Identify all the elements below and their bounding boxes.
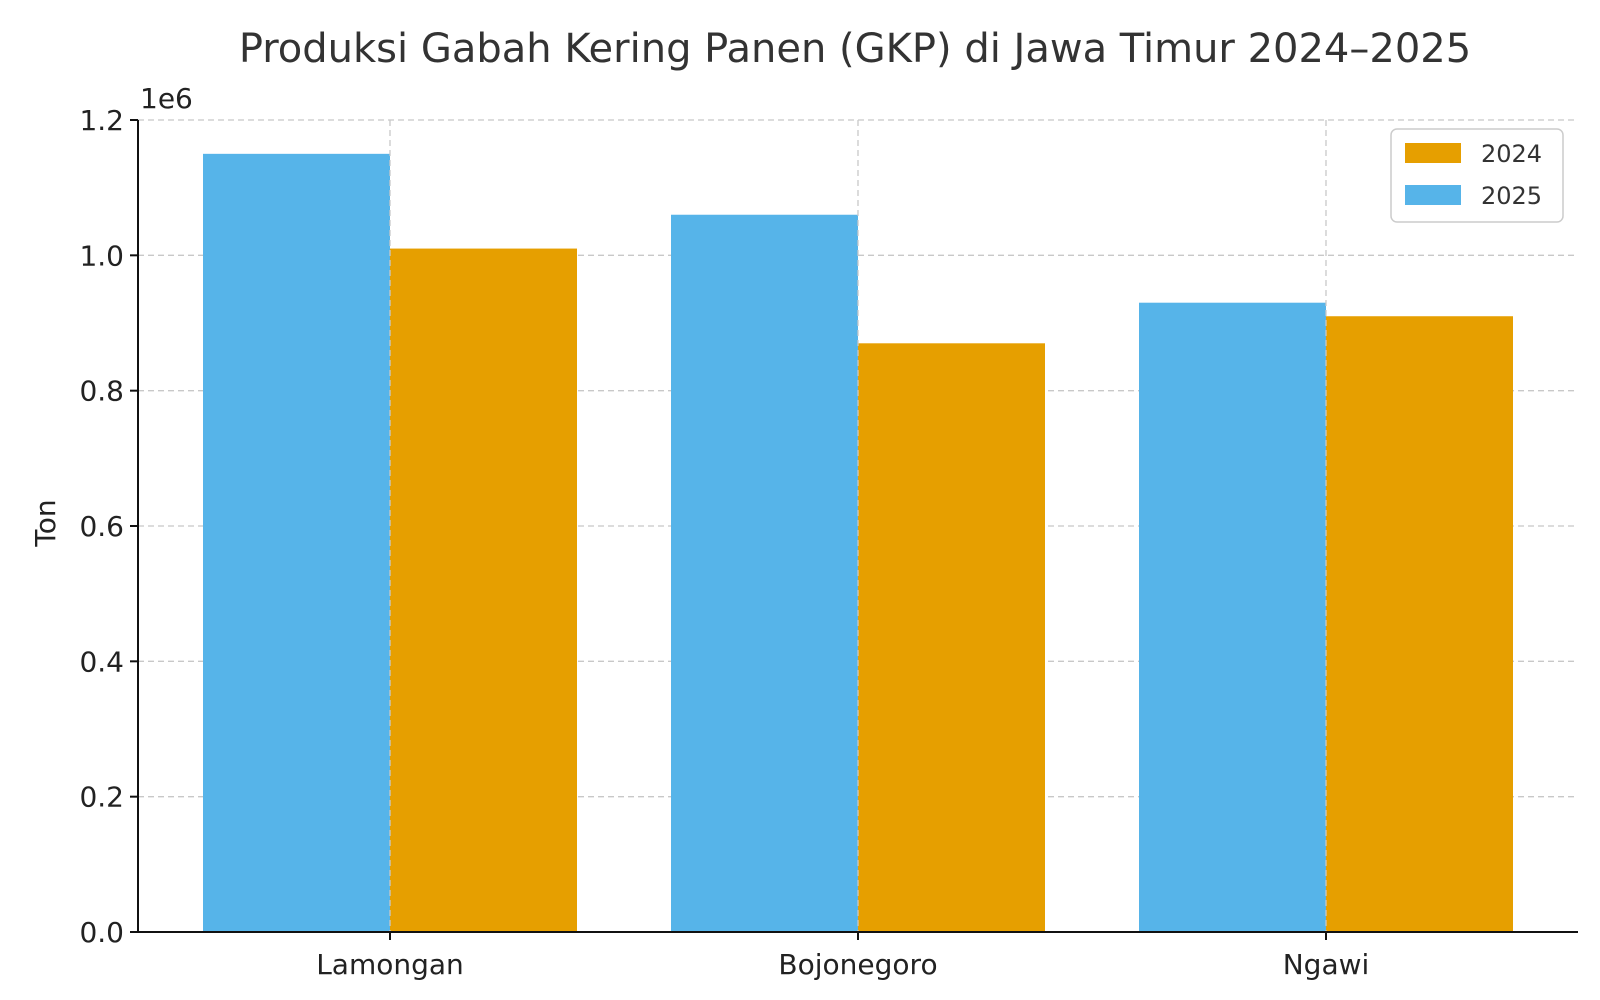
bar-2025-lamongan [203,153,390,933]
x-tick-label-ngawi: Ngawi [1283,948,1370,981]
y-tick-label: 1.0 [79,239,124,272]
bars [203,120,1513,933]
y-tick-label: 1.2 [79,104,124,137]
bar-2024-lamongan [390,248,577,933]
legend: 2024 2025 [1390,128,1564,223]
y-tick-label: 0.8 [79,375,124,408]
y-axis-offset-label: 1e6 [140,82,193,115]
bar-2024-ngawi [1326,316,1513,932]
y-axis-label: Ton [29,499,62,547]
bar-2025-bojonegoro [671,214,858,932]
legend-swatch-2024 [1405,143,1461,163]
y-tick-label: 0.4 [79,645,124,678]
y-tick-label: 0.0 [79,916,124,949]
chart-title: Produksi Gabah Kering Panen (GKP) di Jaw… [239,26,1471,72]
x-tick-label-lamongan: Lamongan [316,948,464,981]
y-tick-label: 0.6 [79,510,124,543]
y-tick-label: 0.2 [79,781,124,814]
legend-label-2025: 2025 [1481,182,1542,210]
x-tick-label-bojonegoro: Bojonegoro [778,948,937,981]
bar-2025-ngawi [1139,302,1326,932]
ticks: 0.0 0.2 0.4 0.6 0.8 1.0 1.2 Lamongan Bojonegoro N… [79,104,1369,981]
legend-swatch-2025 [1405,185,1461,205]
legend-label-2024: 2024 [1481,140,1542,168]
bar-2024-bojonegoro [858,343,1045,932]
